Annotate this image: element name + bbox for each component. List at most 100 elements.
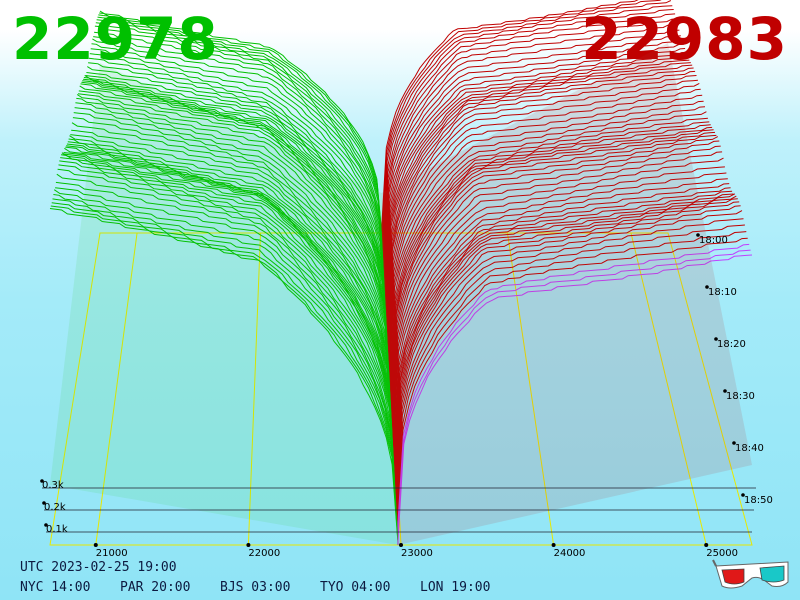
bid-slice xyxy=(91,43,385,286)
grid-line-price xyxy=(95,232,138,546)
bid-slice xyxy=(97,16,383,249)
ask-slice xyxy=(388,100,704,366)
bid-slice xyxy=(72,117,391,403)
time-tick-label: 18:40 xyxy=(735,443,764,454)
bid-slice xyxy=(53,189,398,519)
bid-slice xyxy=(52,198,398,530)
bid-slice xyxy=(77,93,390,371)
height-tick-marker xyxy=(40,479,44,483)
price-tick-marker xyxy=(399,543,403,547)
time-tick-label: 18:50 xyxy=(744,495,773,506)
price-tick-marker xyxy=(93,543,98,547)
ask-slice xyxy=(381,0,672,244)
bid-slice xyxy=(84,74,387,329)
bid-slice xyxy=(75,102,391,387)
bid-slice xyxy=(71,122,392,408)
height-tick-label: 0.2k xyxy=(44,502,66,513)
ask-slice xyxy=(381,5,673,249)
ask-slice xyxy=(384,54,689,307)
price-tick-label: 23000 xyxy=(401,548,433,559)
tz-tyo: TYO 04:00 xyxy=(320,580,391,595)
ask-slice xyxy=(394,195,737,487)
bid-slice xyxy=(68,138,393,429)
ask-slice xyxy=(387,88,701,355)
ask-slice xyxy=(397,249,751,540)
ask-slice xyxy=(395,218,744,514)
bid-slice xyxy=(92,38,385,281)
bid-slice xyxy=(88,62,386,307)
ask-slice xyxy=(385,64,693,323)
tz-bjs: BJS 03:00 xyxy=(220,580,291,595)
bid-slice xyxy=(61,152,395,471)
ask-slice xyxy=(392,178,728,456)
ask-slice xyxy=(382,18,677,265)
grid-line-price xyxy=(247,232,262,546)
ask-slice xyxy=(391,151,723,434)
time-tick-label: 18:10 xyxy=(708,287,737,298)
bid-slice xyxy=(71,129,392,413)
bid-slice xyxy=(50,205,399,540)
bid-slice xyxy=(81,81,389,350)
bid-slice xyxy=(76,94,390,376)
ask-slice xyxy=(394,201,740,498)
ask-slice xyxy=(386,67,694,329)
ask-slice xyxy=(394,193,736,482)
tz-par: PAR 20:00 xyxy=(120,580,191,595)
bid-slice xyxy=(51,202,398,535)
bid-slice xyxy=(89,53,386,297)
ask-slice xyxy=(385,62,691,318)
tz-nyc: NYC 14:00 xyxy=(20,580,91,595)
bid-slice xyxy=(94,25,384,265)
bid-slice xyxy=(95,22,384,260)
ask-slice xyxy=(387,82,700,350)
price-tick-marker xyxy=(246,543,251,547)
bid-slice xyxy=(66,145,394,445)
bid-price: 22978 xyxy=(12,5,219,73)
ask-slice xyxy=(389,124,711,392)
ask-slice xyxy=(390,131,716,408)
ask-slice xyxy=(386,79,698,345)
bid-slice xyxy=(88,57,386,302)
ask-slice xyxy=(393,193,734,477)
price-tick-label: 21000 xyxy=(96,548,128,559)
bid-slice xyxy=(66,143,393,440)
bid-slice xyxy=(55,181,397,508)
ask-slice xyxy=(383,29,680,276)
bid-slice xyxy=(57,168,396,498)
bid-surface-shade xyxy=(50,63,398,545)
ask-slice xyxy=(388,106,706,371)
bid-slice xyxy=(87,66,387,313)
bid-slice xyxy=(58,164,396,493)
bid-slice xyxy=(99,12,383,239)
bid-slice xyxy=(60,154,395,477)
ask-slice xyxy=(390,136,719,419)
ask-slice xyxy=(390,134,717,413)
ask-slice xyxy=(395,210,743,508)
ask-slice xyxy=(392,172,727,450)
ask-slice xyxy=(383,23,679,270)
time-tick-label: 18:30 xyxy=(726,391,755,402)
bid-slice xyxy=(74,107,391,392)
ask-slice xyxy=(385,59,690,313)
bid-slice xyxy=(62,153,395,466)
utc-time: UTC 2023-02-25 19:00 xyxy=(20,560,177,575)
ask-slice xyxy=(384,43,684,292)
time-tick-marker xyxy=(732,441,736,445)
ask-slice xyxy=(393,187,731,466)
ask-slice xyxy=(389,126,713,397)
ask-slice xyxy=(382,9,674,255)
ask-slice xyxy=(388,117,708,382)
ask-surface-shade xyxy=(381,43,752,545)
ask-slice xyxy=(389,129,714,403)
ask-slice xyxy=(396,231,747,524)
3d-glasses-icon[interactable] xyxy=(712,558,792,594)
ask-slice xyxy=(383,38,683,286)
ask-slice xyxy=(396,243,750,535)
bid-slice xyxy=(96,19,384,255)
bid-slice xyxy=(80,83,389,355)
height-tick-marker xyxy=(44,523,48,527)
time-tick-label: 18:00 xyxy=(699,235,728,246)
time-tick-marker xyxy=(714,337,718,341)
price-tick-label: 24000 xyxy=(554,548,586,559)
